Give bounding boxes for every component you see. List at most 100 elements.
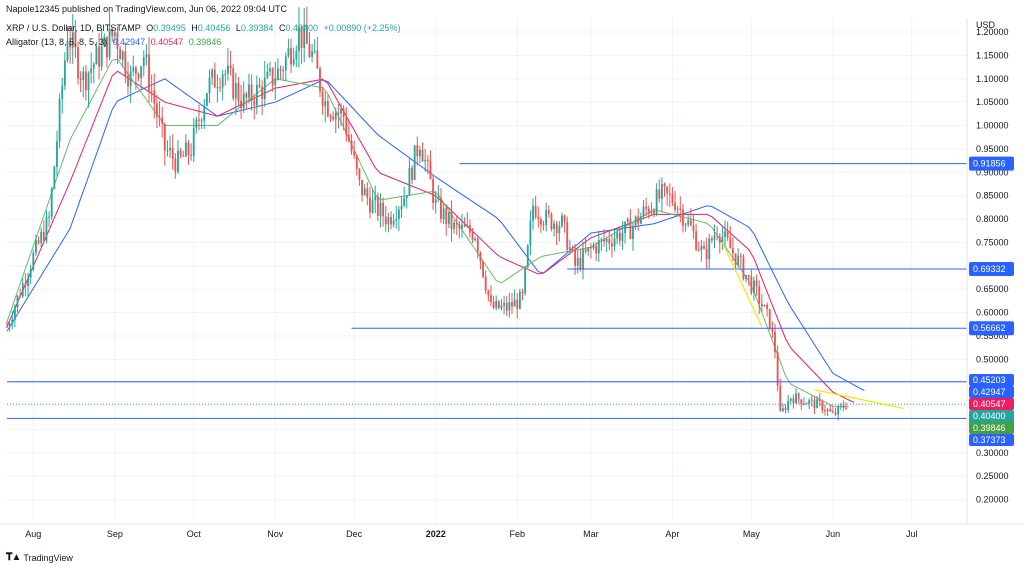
candle-body	[526, 245, 529, 268]
candle-body	[134, 67, 137, 74]
candle-body	[100, 46, 103, 67]
candle-body	[679, 208, 682, 210]
candle-body	[245, 93, 248, 98]
candle-body	[608, 239, 611, 244]
tradingview-logo[interactable]: 𝐓▲ TradingView	[6, 552, 73, 563]
candle-body	[632, 225, 634, 240]
candle-body	[490, 295, 492, 303]
candle-body	[53, 166, 56, 189]
price-badge	[969, 321, 1014, 336]
candle-body	[84, 71, 87, 91]
alligator-teeth-value: 0.40547	[150, 37, 184, 47]
candle-body	[618, 232, 621, 241]
candle-body	[121, 51, 124, 60]
candle-body	[713, 235, 716, 241]
price-badge-teeth	[969, 398, 1014, 410]
candle-body	[106, 36, 108, 58]
candle-body	[595, 245, 598, 254]
candle-body	[150, 90, 153, 92]
candle-body	[524, 267, 527, 294]
price-badge-level	[969, 374, 1014, 386]
candle-body	[466, 225, 469, 227]
candle-body	[221, 74, 224, 88]
candle-body	[432, 179, 435, 203]
candle-body	[808, 400, 811, 404]
price-tick-label: 0.80000	[976, 214, 1009, 224]
candle-body	[729, 238, 732, 249]
candle-body	[203, 105, 206, 121]
price-tick-label: 0.65000	[976, 284, 1009, 294]
candle-body	[781, 408, 784, 411]
time-axis[interactable]: Aug Sep Oct Nov Dec 2022 Feb Mar Apr May Jun Jul	[0, 523, 1024, 539]
candle-body	[40, 231, 43, 244]
candle-body	[316, 50, 319, 69]
candle-body	[8, 323, 11, 327]
trendline	[814, 389, 904, 410]
candle-body	[200, 120, 203, 122]
candle-body	[826, 409, 829, 412]
candle-body	[387, 217, 390, 225]
candle-body	[763, 304, 766, 307]
candle-body	[484, 276, 487, 291]
candle-body	[453, 222, 456, 230]
candle-body	[216, 87, 219, 89]
candle-body	[655, 189, 658, 214]
candle-body	[697, 249, 700, 251]
price-badge-label: 0.39846	[973, 423, 1006, 433]
candle-body	[734, 253, 737, 266]
candle-body	[45, 216, 48, 241]
candle-body	[392, 220, 395, 225]
candle-body	[298, 26, 300, 52]
candle-body	[674, 202, 676, 210]
candle-body	[768, 309, 771, 329]
candle-body	[232, 68, 235, 99]
candle-body	[182, 155, 185, 157]
candle-body	[521, 291, 524, 294]
candle-body	[566, 221, 569, 250]
candle-body	[708, 238, 711, 260]
candle-body	[237, 83, 240, 101]
candle-body	[776, 352, 779, 386]
candle-body	[755, 280, 758, 287]
price-badge	[969, 156, 1014, 171]
candle-body	[555, 223, 558, 234]
candle-body	[603, 239, 605, 242]
price-badge-label: 0.45203	[973, 375, 1006, 385]
time-tick-label: Feb	[509, 529, 525, 539]
candle-body	[703, 246, 705, 249]
candle-body	[329, 116, 332, 118]
candle-body	[650, 210, 653, 214]
candle-body	[353, 151, 356, 156]
price-tick-label: 1.00000	[976, 121, 1009, 131]
candle-body	[205, 93, 208, 106]
candle-body	[474, 238, 477, 241]
price-tick-label: 0.20000	[976, 495, 1009, 505]
candle-body	[11, 319, 14, 324]
candle-body	[605, 239, 608, 242]
price-tick-label: 1.15000	[976, 50, 1009, 60]
trendlines	[721, 242, 904, 410]
price-tick-label: 0.75000	[976, 237, 1009, 247]
candle-body	[508, 302, 511, 311]
candle-body	[374, 196, 377, 201]
candle-body	[71, 32, 74, 48]
time-tick-label: May	[743, 529, 761, 539]
candle-body	[311, 51, 314, 57]
price-badge	[969, 261, 1014, 276]
symbol-line: XRP / U.S. Dollar, 1D, BITSTAMP O0.39495…	[6, 23, 404, 33]
candle-body	[321, 91, 324, 107]
candle-body	[592, 245, 595, 249]
candle-body	[229, 65, 232, 69]
candle-body	[611, 243, 613, 247]
candle-body	[824, 410, 826, 412]
candle-body	[642, 206, 645, 217]
candle-body	[179, 150, 182, 156]
candle-body	[305, 24, 308, 44]
candle-body	[250, 84, 253, 102]
candle-body	[37, 240, 40, 244]
candle-body	[753, 280, 755, 293]
candle-body	[500, 305, 503, 309]
alligator-line: Alligator (13, 8, 5, 8, 5, 3) 0.42947 0.…	[6, 37, 224, 47]
